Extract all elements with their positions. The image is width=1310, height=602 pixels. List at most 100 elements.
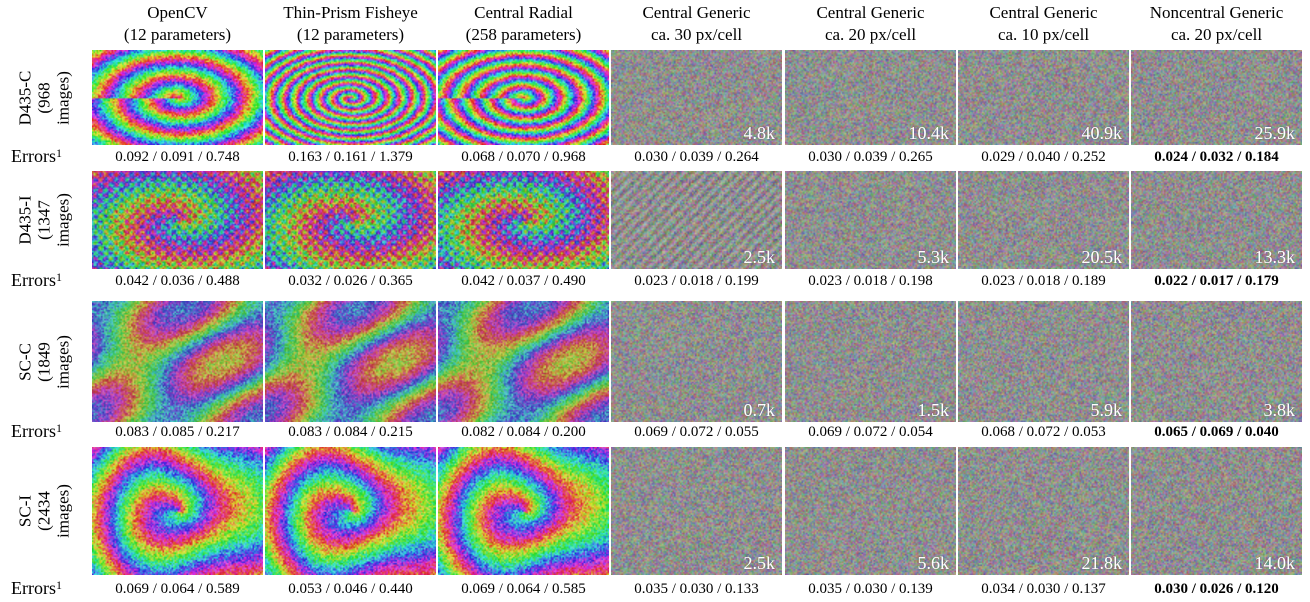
error-visualization-canvas (958, 50, 1129, 145)
row-label-text: SC-I (2434 images) (16, 436, 73, 586)
error-visualization-image: 25.9k (1131, 50, 1302, 145)
error-values: 0.092 / 0.091 / 0.748 (115, 149, 240, 165)
parameter-count: 2.5k (743, 247, 776, 267)
error-visualization-canvas (1131, 301, 1302, 422)
error-values: 0.083 / 0.084 / 0.215 (288, 424, 413, 440)
error-visualization-canvas (611, 171, 782, 269)
error-visualization-canvas (785, 301, 956, 422)
error-visualization-canvas (92, 301, 263, 422)
errors-label-text: Errors (11, 270, 56, 290)
column-header: OpenCV (12 parameters) (86, 2, 269, 48)
image-count: (1849 (34, 341, 54, 382)
error-visualization-image: 13.3k (1131, 171, 1302, 269)
error-values: 0.065 / 0.069 / 0.040 (1154, 424, 1279, 440)
error-visualization-canvas (785, 171, 956, 269)
error-values: 0.069 / 0.064 / 0.585 (461, 581, 586, 597)
error-visualization-image (92, 447, 263, 575)
error-values: 0.042 / 0.036 / 0.488 (115, 273, 240, 289)
column-title: Noncentral Generic (1149, 3, 1284, 22)
error-values: 0.082 / 0.084 / 0.200 (461, 424, 586, 440)
error-visualization-canvas (1131, 171, 1302, 269)
row-label: SC-I (2434 images) (0, 447, 88, 575)
errors-label-text: Errors (11, 421, 56, 441)
error-visualization-canvas (265, 301, 436, 422)
parameter-count: 5.6k (917, 553, 950, 573)
row-label: D435-C (968 images) (0, 50, 88, 145)
parameter-count: 25.9k (1254, 123, 1296, 143)
error-visualization-canvas (611, 447, 782, 575)
error-visualization-image: 2.5k (611, 171, 782, 269)
row-label: SC-C (1849 images) (0, 301, 88, 422)
images-word: images) (53, 484, 73, 538)
parameter-count: 2.5k (743, 553, 776, 573)
error-visualization-image (438, 50, 609, 145)
error-visualization-image: 5.9k (958, 301, 1129, 422)
error-visualization-image (265, 50, 436, 145)
column-title: Central Generic (989, 3, 1098, 22)
error-values: 0.042 / 0.037 / 0.490 (461, 273, 586, 289)
error-visualization-image: 10.4k (785, 50, 956, 145)
error-visualization-image: 20.5k (958, 171, 1129, 269)
error-values: 0.023 / 0.018 / 0.199 (634, 273, 759, 289)
parameter-count: 13.3k (1254, 247, 1296, 267)
error-visualization-image: 21.8k (958, 447, 1129, 575)
error-visualization-canvas (265, 171, 436, 269)
error-values: 0.035 / 0.030 / 0.133 (634, 581, 759, 597)
error-values: 0.068 / 0.070 / 0.968 (461, 149, 586, 165)
error-values: 0.068 / 0.072 / 0.053 (981, 424, 1106, 440)
error-visualization-image (438, 171, 609, 269)
error-visualization-image (265, 171, 436, 269)
image-count: (2434 (34, 491, 54, 531)
error-visualization-canvas (265, 50, 436, 145)
parameter-count: 1.5k (917, 400, 950, 420)
column-header: Noncentral Generic ca. 20 px/cell (1125, 2, 1308, 48)
error-values: 0.032 / 0.026 / 0.365 (288, 273, 413, 289)
row-label: D435-I (1347 images) (0, 171, 88, 269)
error-values: 0.163 / 0.161 / 1.379 (288, 149, 413, 165)
error-values: 0.029 / 0.040 / 0.252 (981, 149, 1106, 165)
error-visualization-canvas (785, 447, 956, 575)
parameter-count: 5.9k (1090, 400, 1123, 420)
dataset-name: SC-I (15, 494, 35, 528)
parameter-count: 0.7k (743, 400, 776, 420)
error-values: 0.034 / 0.030 / 0.137 (981, 581, 1106, 597)
error-visualization-image (92, 171, 263, 269)
column-header: Central Generic ca. 20 px/cell (779, 2, 962, 48)
parameter-count: 20.5k (1081, 247, 1123, 267)
error-values: 0.030 / 0.026 / 0.120 (1154, 581, 1279, 597)
parameter-count: 10.4k (908, 123, 950, 143)
column-subtitle: (12 parameters) (296, 25, 405, 44)
column-subtitle: ca. 10 px/cell (997, 25, 1090, 44)
errors-footnote-marker: 1 (55, 146, 62, 160)
error-visualization-canvas (958, 301, 1129, 422)
error-visualization-image (92, 50, 263, 145)
errors-label-text: Errors (11, 146, 56, 166)
error-visualization-canvas (438, 447, 609, 575)
error-visualization-image: 5.3k (785, 171, 956, 269)
error-visualization-image: 3.8k (1131, 301, 1302, 422)
error-visualization-canvas (92, 50, 263, 145)
error-values: 0.069 / 0.064 / 0.589 (115, 581, 240, 597)
column-header: Thin-Prism Fisheye (12 parameters) (259, 2, 442, 48)
errors-footnote-marker: 1 (55, 578, 62, 592)
column-subtitle: ca. 20 px/cell (824, 25, 917, 44)
errors-label: Errors1 (11, 420, 62, 442)
errors-footnote-marker: 1 (55, 270, 62, 284)
error-visualization-canvas (611, 301, 782, 422)
error-visualization-image: 5.6k (785, 447, 956, 575)
error-visualization-canvas (438, 301, 609, 422)
error-visualization-image: 2.5k (611, 447, 782, 575)
errors-label-text: Errors (11, 578, 56, 598)
error-visualization-canvas (958, 447, 1129, 575)
error-visualization-canvas (92, 171, 263, 269)
error-values: 0.069 / 0.072 / 0.054 (808, 424, 933, 440)
error-visualization-canvas (785, 50, 956, 145)
error-visualization-canvas (958, 171, 1129, 269)
images-word: images) (53, 334, 73, 389)
column-title: Thin-Prism Fisheye (283, 3, 418, 22)
column-subtitle: ca. 20 px/cell (1170, 25, 1263, 44)
errors-label: Errors1 (11, 577, 62, 599)
parameter-count: 4.8k (743, 123, 776, 143)
parameter-count: 3.8k (1263, 400, 1296, 420)
error-values: 0.083 / 0.085 / 0.217 (115, 424, 240, 440)
